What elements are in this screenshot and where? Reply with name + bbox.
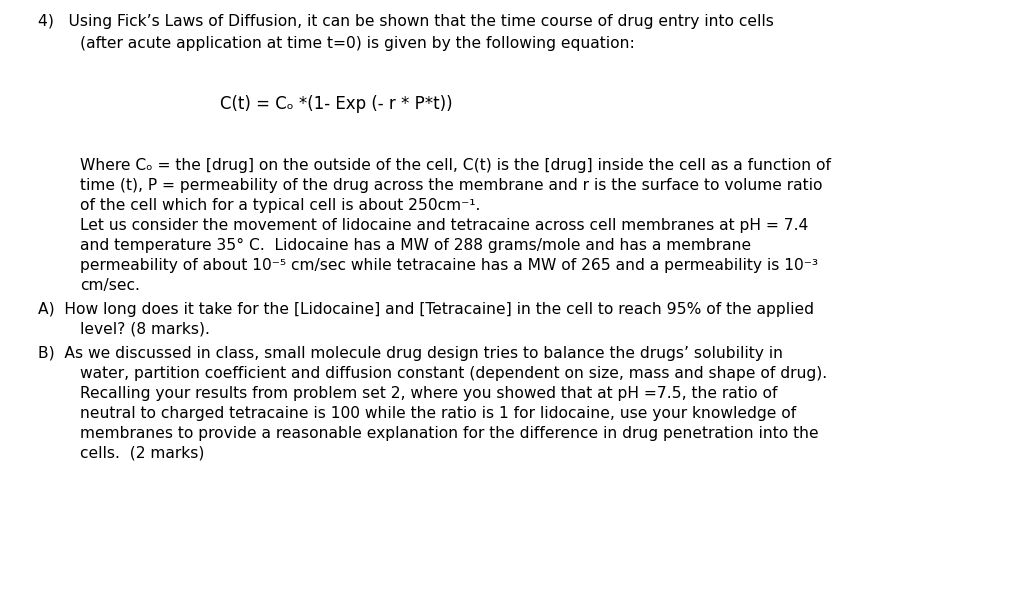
Text: level? (8 marks).: level? (8 marks). — [80, 322, 210, 337]
Text: permeability of about 10⁻⁵ cm/sec while tetracaine has a MW of 265 and a permeab: permeability of about 10⁻⁵ cm/sec while … — [80, 258, 818, 273]
Text: cells.  (2 marks): cells. (2 marks) — [80, 446, 205, 461]
Text: B)  As we discussed in class, small molecule drug design tries to balance the dr: B) As we discussed in class, small molec… — [38, 346, 783, 361]
Text: (after acute application at time t=0) is given by the following equation:: (after acute application at time t=0) is… — [80, 36, 635, 51]
Text: membranes to provide a reasonable explanation for the difference in drug penetra: membranes to provide a reasonable explan… — [80, 426, 818, 441]
Text: time (t), P = permeability of the drug across the membrane and r is the surface : time (t), P = permeability of the drug a… — [80, 178, 822, 193]
Text: water, partition coefficient and diffusion constant (dependent on size, mass and: water, partition coefficient and diffusi… — [80, 366, 827, 381]
Text: Where Cₒ = the [drug] on the outside of the cell, C(t) is the [drug] inside the : Where Cₒ = the [drug] on the outside of … — [80, 158, 831, 173]
Text: neutral to charged tetracaine is 100 while the ratio is 1 for lidocaine, use you: neutral to charged tetracaine is 100 whi… — [80, 406, 797, 421]
Text: A)  How long does it take for the [Lidocaine] and [Tetracaine] in the cell to re: A) How long does it take for the [Lidoca… — [38, 302, 814, 317]
Text: C(t) = Cₒ *(1- Exp (- r * P*t)): C(t) = Cₒ *(1- Exp (- r * P*t)) — [220, 95, 453, 113]
Text: cm/sec.: cm/sec. — [80, 278, 140, 293]
Text: of the cell which for a typical cell is about 250cm⁻¹.: of the cell which for a typical cell is … — [80, 198, 480, 213]
Text: and temperature 35° C.  Lidocaine has a MW of 288 grams/mole and has a membrane: and temperature 35° C. Lidocaine has a M… — [80, 238, 752, 253]
Text: Recalling your results from problem set 2, where you showed that at pH =7.5, the: Recalling your results from problem set … — [80, 386, 777, 401]
Text: Let us consider the movement of lidocaine and tetracaine across cell membranes a: Let us consider the movement of lidocain… — [80, 218, 808, 233]
Text: 4)   Using Fick’s Laws of Diffusion, it can be shown that the time course of dru: 4) Using Fick’s Laws of Diffusion, it ca… — [38, 14, 774, 29]
